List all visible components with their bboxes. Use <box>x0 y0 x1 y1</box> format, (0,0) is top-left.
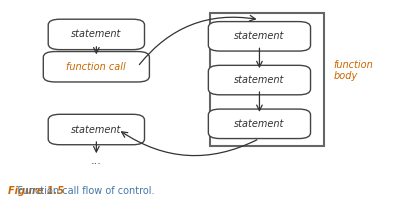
Text: function call: function call <box>67 62 126 72</box>
Text: statement: statement <box>71 125 122 135</box>
FancyBboxPatch shape <box>209 109 310 139</box>
Text: function
body: function body <box>333 60 373 81</box>
Text: ...: ... <box>91 156 102 166</box>
Text: statement: statement <box>234 31 285 41</box>
FancyBboxPatch shape <box>209 22 310 51</box>
Text: statement: statement <box>234 119 285 129</box>
Text: statement: statement <box>234 75 285 85</box>
Text: statement: statement <box>71 29 122 40</box>
Text: Function call flow of control.: Function call flow of control. <box>8 186 154 196</box>
FancyBboxPatch shape <box>43 52 150 82</box>
FancyBboxPatch shape <box>48 19 144 50</box>
FancyBboxPatch shape <box>48 114 144 145</box>
FancyBboxPatch shape <box>210 13 324 146</box>
Text: Figure 1.5: Figure 1.5 <box>8 186 64 196</box>
FancyBboxPatch shape <box>209 65 310 95</box>
